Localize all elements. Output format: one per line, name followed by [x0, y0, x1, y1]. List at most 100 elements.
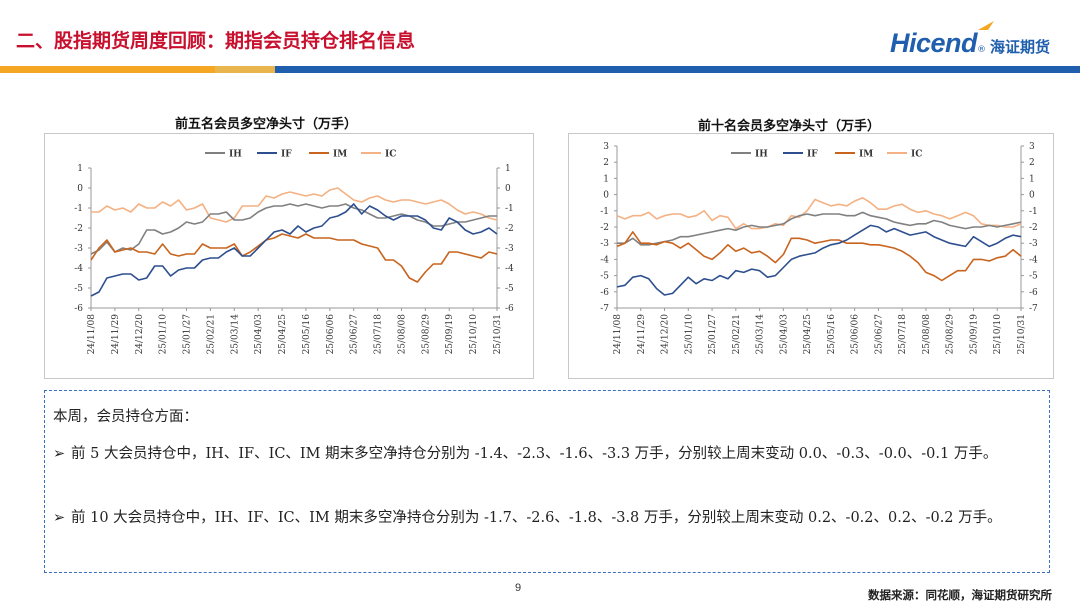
x-tick-label: 25/06/06: [326, 314, 336, 355]
y-tick-label: -7: [600, 304, 609, 314]
y-tick-label: 1: [1029, 174, 1035, 184]
legend-label-ih: IH: [229, 150, 242, 160]
right-chart-svg: 3 3 2 2 1 1 0 0 -1 -1 -2 -2 -3 -3 -4 -4 -5 -5 -6 -6 -7 -7 24/1…: [600, 142, 1038, 355]
y-tick-label: -1: [600, 207, 609, 217]
x-tick-label: 25/08/29: [946, 314, 956, 355]
x-tick-label: 25/10/31: [493, 314, 503, 354]
x-tick-label: 25/01/27: [708, 314, 718, 355]
y-tick-label: 1: [77, 164, 83, 174]
y-tick-label: -6: [505, 304, 514, 314]
legend-label-ic: IC: [911, 150, 922, 160]
series-line-ic: [91, 187, 498, 223]
x-tick-label: 25/03/14: [230, 314, 240, 355]
summary-intro: 本周，会员持仓方面：: [53, 409, 198, 425]
header-divider: [0, 66, 1080, 73]
logo-brand-cn: 海证期货: [989, 38, 1050, 56]
x-tick-label: 25/05/16: [827, 314, 837, 355]
legend-label-ic: IC: [385, 150, 396, 160]
y-tick-label: -6: [600, 288, 609, 298]
x-tick-label: 24/11/29: [111, 314, 121, 355]
right-chart: 3 3 2 2 1 1 0 0 -1 -1 -2 -2 -3 -3 -4 -4 -5 -5 -6 -6 -7 -7 24/1…: [568, 133, 1054, 379]
y-tick-label: -3: [74, 244, 83, 254]
x-tick-label: 25/06/27: [350, 314, 360, 355]
x-tick-label: 25/06/27: [874, 314, 884, 355]
logo-wing-icon: [977, 21, 994, 30]
x-tick-label: 24/11/08: [613, 314, 623, 355]
x-tick-label: 25/07/18: [898, 314, 908, 355]
right-chart-title: 前十名会员多空净头寸（万手）: [698, 119, 881, 134]
series-line-ih: [617, 211, 1022, 246]
y-tick-label: -4: [600, 255, 609, 265]
x-tick-label: 25/02/21: [206, 314, 216, 354]
left-chart-svg: 1 1 0 0 -1 -1 -2 -2 -3 -3 -4 -4 -5 -5 -6 -6 24/11/08 24/1…: [74, 150, 514, 355]
company-logo: Hicend® 海证期货: [889, 21, 1050, 62]
y-tick-label: -2: [1029, 223, 1038, 233]
summary-bullet-top5-text: 前 5 大会员持仓中，IH、IF、IC、IM 期末多空净持仓分别为 -1.4、-…: [71, 446, 998, 462]
x-tick-label: 25/05/16: [302, 314, 312, 355]
y-tick-label: 3: [1029, 142, 1035, 152]
y-tick-label: -5: [1029, 272, 1038, 282]
y-tick-label: -7: [1029, 304, 1038, 314]
x-tick-label: 25/09/19: [969, 314, 979, 355]
bullet-arrow-icon: ➢: [53, 510, 66, 526]
y-tick-label: 2: [1029, 158, 1035, 168]
x-tick-label: 25/10/10: [469, 314, 479, 355]
x-tick-label: 25/09/19: [445, 314, 455, 355]
y-tick-label: -2: [505, 224, 514, 234]
y-tick-label: -4: [74, 264, 83, 274]
x-tick-label: 25/07/18: [374, 314, 384, 355]
y-tick-label: -4: [1029, 255, 1038, 265]
x-tick-label: 25/08/08: [922, 314, 932, 355]
series-line-im: [90, 233, 498, 283]
left-chart-title: 前五名会员多空净头寸（万手）: [175, 117, 358, 132]
bullet-arrow-icon: ➢: [53, 446, 66, 462]
y-tick-label: 1: [505, 164, 511, 174]
y-tick-label: 0: [1029, 191, 1035, 201]
legend-label-im: IM: [859, 150, 873, 160]
y-tick-label: -1: [1029, 207, 1038, 217]
x-tick-label: 25/06/06: [851, 314, 861, 355]
series-line-if: [616, 224, 1022, 296]
x-tick-label: 25/08/08: [397, 314, 407, 355]
summary-bullet-top10-text: 前 10 大会员持仓中，IH、IF、IC、IM 期末多空净持仓分别为 -1.7、…: [71, 510, 1002, 526]
legend-label-im: IM: [333, 150, 347, 160]
y-tick-label: -6: [74, 304, 83, 314]
y-tick-label: -5: [505, 284, 514, 294]
x-tick-label: 25/04/25: [803, 314, 813, 355]
x-tick-label: 25/02/21: [732, 314, 742, 354]
logo-brand: Hicend: [889, 28, 978, 58]
x-tick-label: 25/10/31: [1017, 314, 1027, 354]
x-tick-label: 25/01/10: [684, 314, 694, 355]
page-title: 二、股指期货周度回顾：期指会员持仓排名信息: [16, 30, 416, 52]
summary-bullet-top5: ➢ 前 5 大会员持仓中，IH、IF、IC、IM 期末多空净持仓分别为 -1.4、…: [53, 439, 1038, 469]
x-tick-label: 24/11/08: [87, 314, 97, 355]
logo-registered-mark: ®: [976, 45, 986, 55]
y-tick-label: -3: [1029, 239, 1038, 249]
page-number: 9: [515, 582, 522, 594]
left-chart: 1 1 0 0 -1 -1 -2 -2 -3 -3 -4 -4 -5 -5 -6 -6 24/11/08 24/1…: [44, 133, 534, 379]
x-tick-label: 25/03/14: [756, 314, 766, 355]
data-source: 数据来源：同花顺，海证期货研究所: [868, 588, 1052, 602]
series-line-if: [90, 203, 498, 297]
legend-label-if: IF: [281, 150, 292, 160]
x-tick-label: 24/11/29: [637, 314, 647, 355]
x-tick-label: 25/10/10: [993, 314, 1003, 355]
x-tick-label: 25/04/03: [254, 314, 264, 355]
y-tick-label: -3: [600, 239, 609, 249]
x-tick-label: 25/01/27: [183, 314, 193, 355]
y-tick-label: 0: [603, 191, 609, 201]
summary-bullet-top10: ➢ 前 10 大会员持仓中，IH、IF、IC、IM 期末多空净持仓分别为 -1.7…: [53, 503, 1038, 533]
y-tick-label: 2: [603, 158, 609, 168]
x-tick-label: 24/12/20: [135, 314, 145, 355]
legend-label-ih: IH: [755, 150, 768, 160]
y-tick-label: -6: [1029, 288, 1038, 298]
y-tick-label: 0: [77, 184, 83, 194]
x-tick-label: 25/04/03: [779, 314, 789, 355]
x-tick-label: 25/01/10: [159, 314, 169, 355]
y-tick-label: -4: [505, 264, 514, 274]
x-tick-label: 25/04/25: [278, 314, 288, 355]
y-tick-label: -5: [600, 272, 609, 282]
y-tick-label: -1: [505, 204, 514, 214]
y-tick-label: -2: [600, 223, 609, 233]
y-tick-label: -5: [74, 284, 83, 294]
